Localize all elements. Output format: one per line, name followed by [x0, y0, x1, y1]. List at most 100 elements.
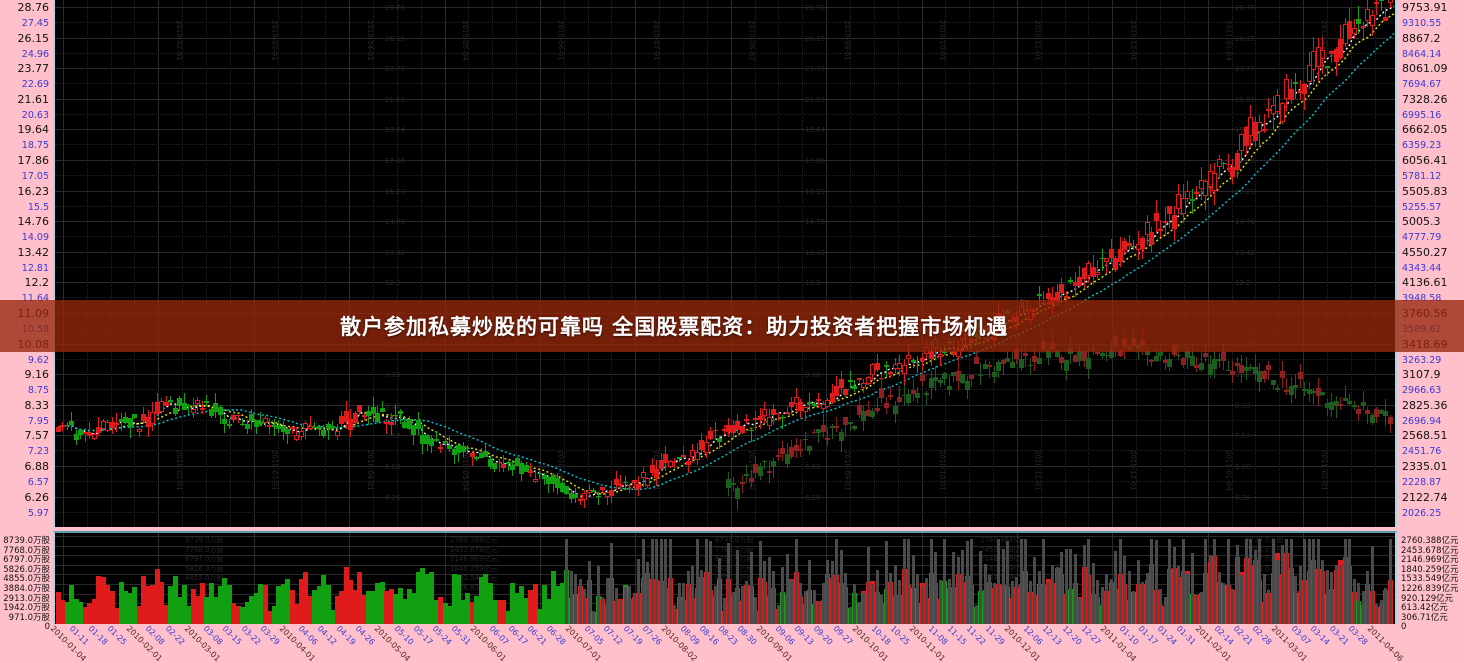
x-axis-label: 06-17: [506, 624, 530, 647]
candle-body: [784, 454, 790, 464]
right-index-tick-primary: 2122.74: [1402, 490, 1448, 504]
candle-wick: [318, 425, 320, 437]
gridline-v-minor: [86, 0, 88, 527]
candle-body: [271, 425, 277, 427]
watermark-price: 12.2: [1235, 279, 1251, 288]
volume-bar: [550, 571, 556, 624]
candle-body: [442, 441, 448, 443]
gridline-h: [55, 160, 1395, 161]
candle-wick: [1362, 390, 1364, 410]
x-axis-label: 07-26: [640, 624, 664, 647]
volume-bar: [370, 591, 376, 624]
candle-body: [622, 481, 628, 484]
volume-chart-panel[interactable]: 8739.0万股 8739.0万股 8739.0万股 7768.0万股 7768.0万股…: [53, 531, 1397, 624]
right-volume-tick: 1533.549亿元: [1401, 574, 1459, 585]
candle-body: [1149, 231, 1155, 246]
candle-body: [541, 474, 547, 480]
x-axis-label: 06-28: [544, 624, 568, 647]
candle-wick: [539, 471, 541, 479]
candle-wick: [800, 438, 802, 458]
candle-wick: [597, 492, 599, 505]
gridline-v-minor: [850, 0, 851, 527]
watermark-volume: 5826.0万股: [1245, 564, 1284, 573]
candle-wick: [836, 417, 838, 432]
candle-wick: [885, 361, 887, 378]
index-volume-bar: [952, 552, 956, 624]
index-volume-bar: [641, 539, 645, 624]
index-volume-bar: [1168, 539, 1172, 624]
volume-bar: [231, 603, 237, 624]
candle-body: [1288, 385, 1294, 396]
index-volume-bar: [623, 587, 627, 624]
candle-body: [1194, 191, 1200, 194]
gridline-v: [921, 0, 923, 527]
watermark-date: 2010-12-01: [1129, 450, 1137, 491]
candle-body: [870, 410, 876, 417]
index-volume-bar: [574, 574, 578, 624]
index-volume-bar: [1055, 566, 1059, 624]
right-index-tick-secondary: 2966.63: [1402, 385, 1442, 397]
candle-body: [865, 376, 871, 385]
index-volume-bar: [1240, 575, 1244, 624]
index-volume-bar: [844, 572, 848, 624]
candle-body: [789, 446, 795, 457]
index-volume-bar: [1226, 539, 1230, 624]
watermark-volume: 4855.0万股: [185, 574, 224, 583]
index-volume-bar: [1096, 579, 1100, 624]
index-volume-bar: [938, 579, 942, 624]
index-volume-bar: [1231, 589, 1235, 624]
watermark-price: 12.2: [385, 279, 401, 288]
price-chart-panel[interactable]: 2010-02-01 2010-02-01 2010-03-01 2010-03-01…: [53, 0, 1397, 527]
candle-body: [627, 484, 633, 487]
candle-wick: [1043, 291, 1045, 306]
headline-overlay-banner[interactable]: 散户参加私募炒股的可靠吗 全国股票配资：助力投资者把握市场机遇: [0, 300, 1464, 352]
gridline-v: [444, 533, 446, 624]
watermark-price: 16.23: [385, 187, 406, 196]
gridline-v-minor: [1327, 0, 1328, 527]
left-price-tick-secondary: 6.57: [27, 477, 49, 488]
candle-wick: [188, 404, 190, 415]
candle-body: [1234, 153, 1240, 170]
candle-body: [532, 478, 538, 482]
candle-body: [1329, 401, 1335, 410]
index-volume-bar: [664, 539, 668, 624]
index-volume-bar: [704, 539, 708, 624]
watermark-date: 2010-09-01: [842, 20, 851, 61]
candle-wick: [1002, 359, 1004, 375]
candle-body: [217, 407, 223, 415]
candle-body: [460, 445, 466, 452]
index-volume-bar: [1177, 566, 1181, 624]
candle-body: [798, 401, 804, 411]
volume-bar: [460, 600, 466, 624]
index-volume-bar: [1190, 552, 1194, 624]
gridline-v: [1017, 0, 1018, 527]
candle-body: [91, 433, 97, 440]
watermark-volume: 2760.388亿元: [450, 536, 498, 544]
candle-body: [172, 407, 178, 415]
candle-body: [1221, 162, 1227, 165]
x-axis-label: 01-24: [1155, 624, 1179, 647]
right-index-tick-secondary: 7694.67: [1402, 79, 1442, 91]
volume-bar: [415, 571, 421, 624]
watermark-date: 2010-08-02: [747, 20, 756, 61]
candle-body: [303, 422, 309, 430]
candle-body: [1063, 295, 1069, 299]
candle-body: [1306, 388, 1312, 394]
candle-body: [1279, 103, 1285, 122]
candle-wick: [890, 385, 892, 400]
watermark-volume: 1533.549亿元: [450, 574, 498, 583]
index-volume-bar: [646, 561, 650, 624]
candle-body: [982, 364, 988, 369]
candle-body: [1360, 402, 1366, 406]
index-volume-bar: [655, 539, 659, 624]
watermark-date: 2010-06-01: [556, 20, 565, 61]
candle-body: [582, 492, 588, 500]
candle-body: [1005, 358, 1011, 362]
candle-wick: [1299, 80, 1301, 101]
volume-bar: [546, 599, 552, 624]
volume-bar: [411, 592, 417, 624]
index-volume-bar: [817, 600, 821, 624]
watermark-date: 2010-10-01: [938, 450, 947, 491]
index-volume-bar: [650, 539, 654, 624]
candle-wick: [192, 398, 194, 419]
